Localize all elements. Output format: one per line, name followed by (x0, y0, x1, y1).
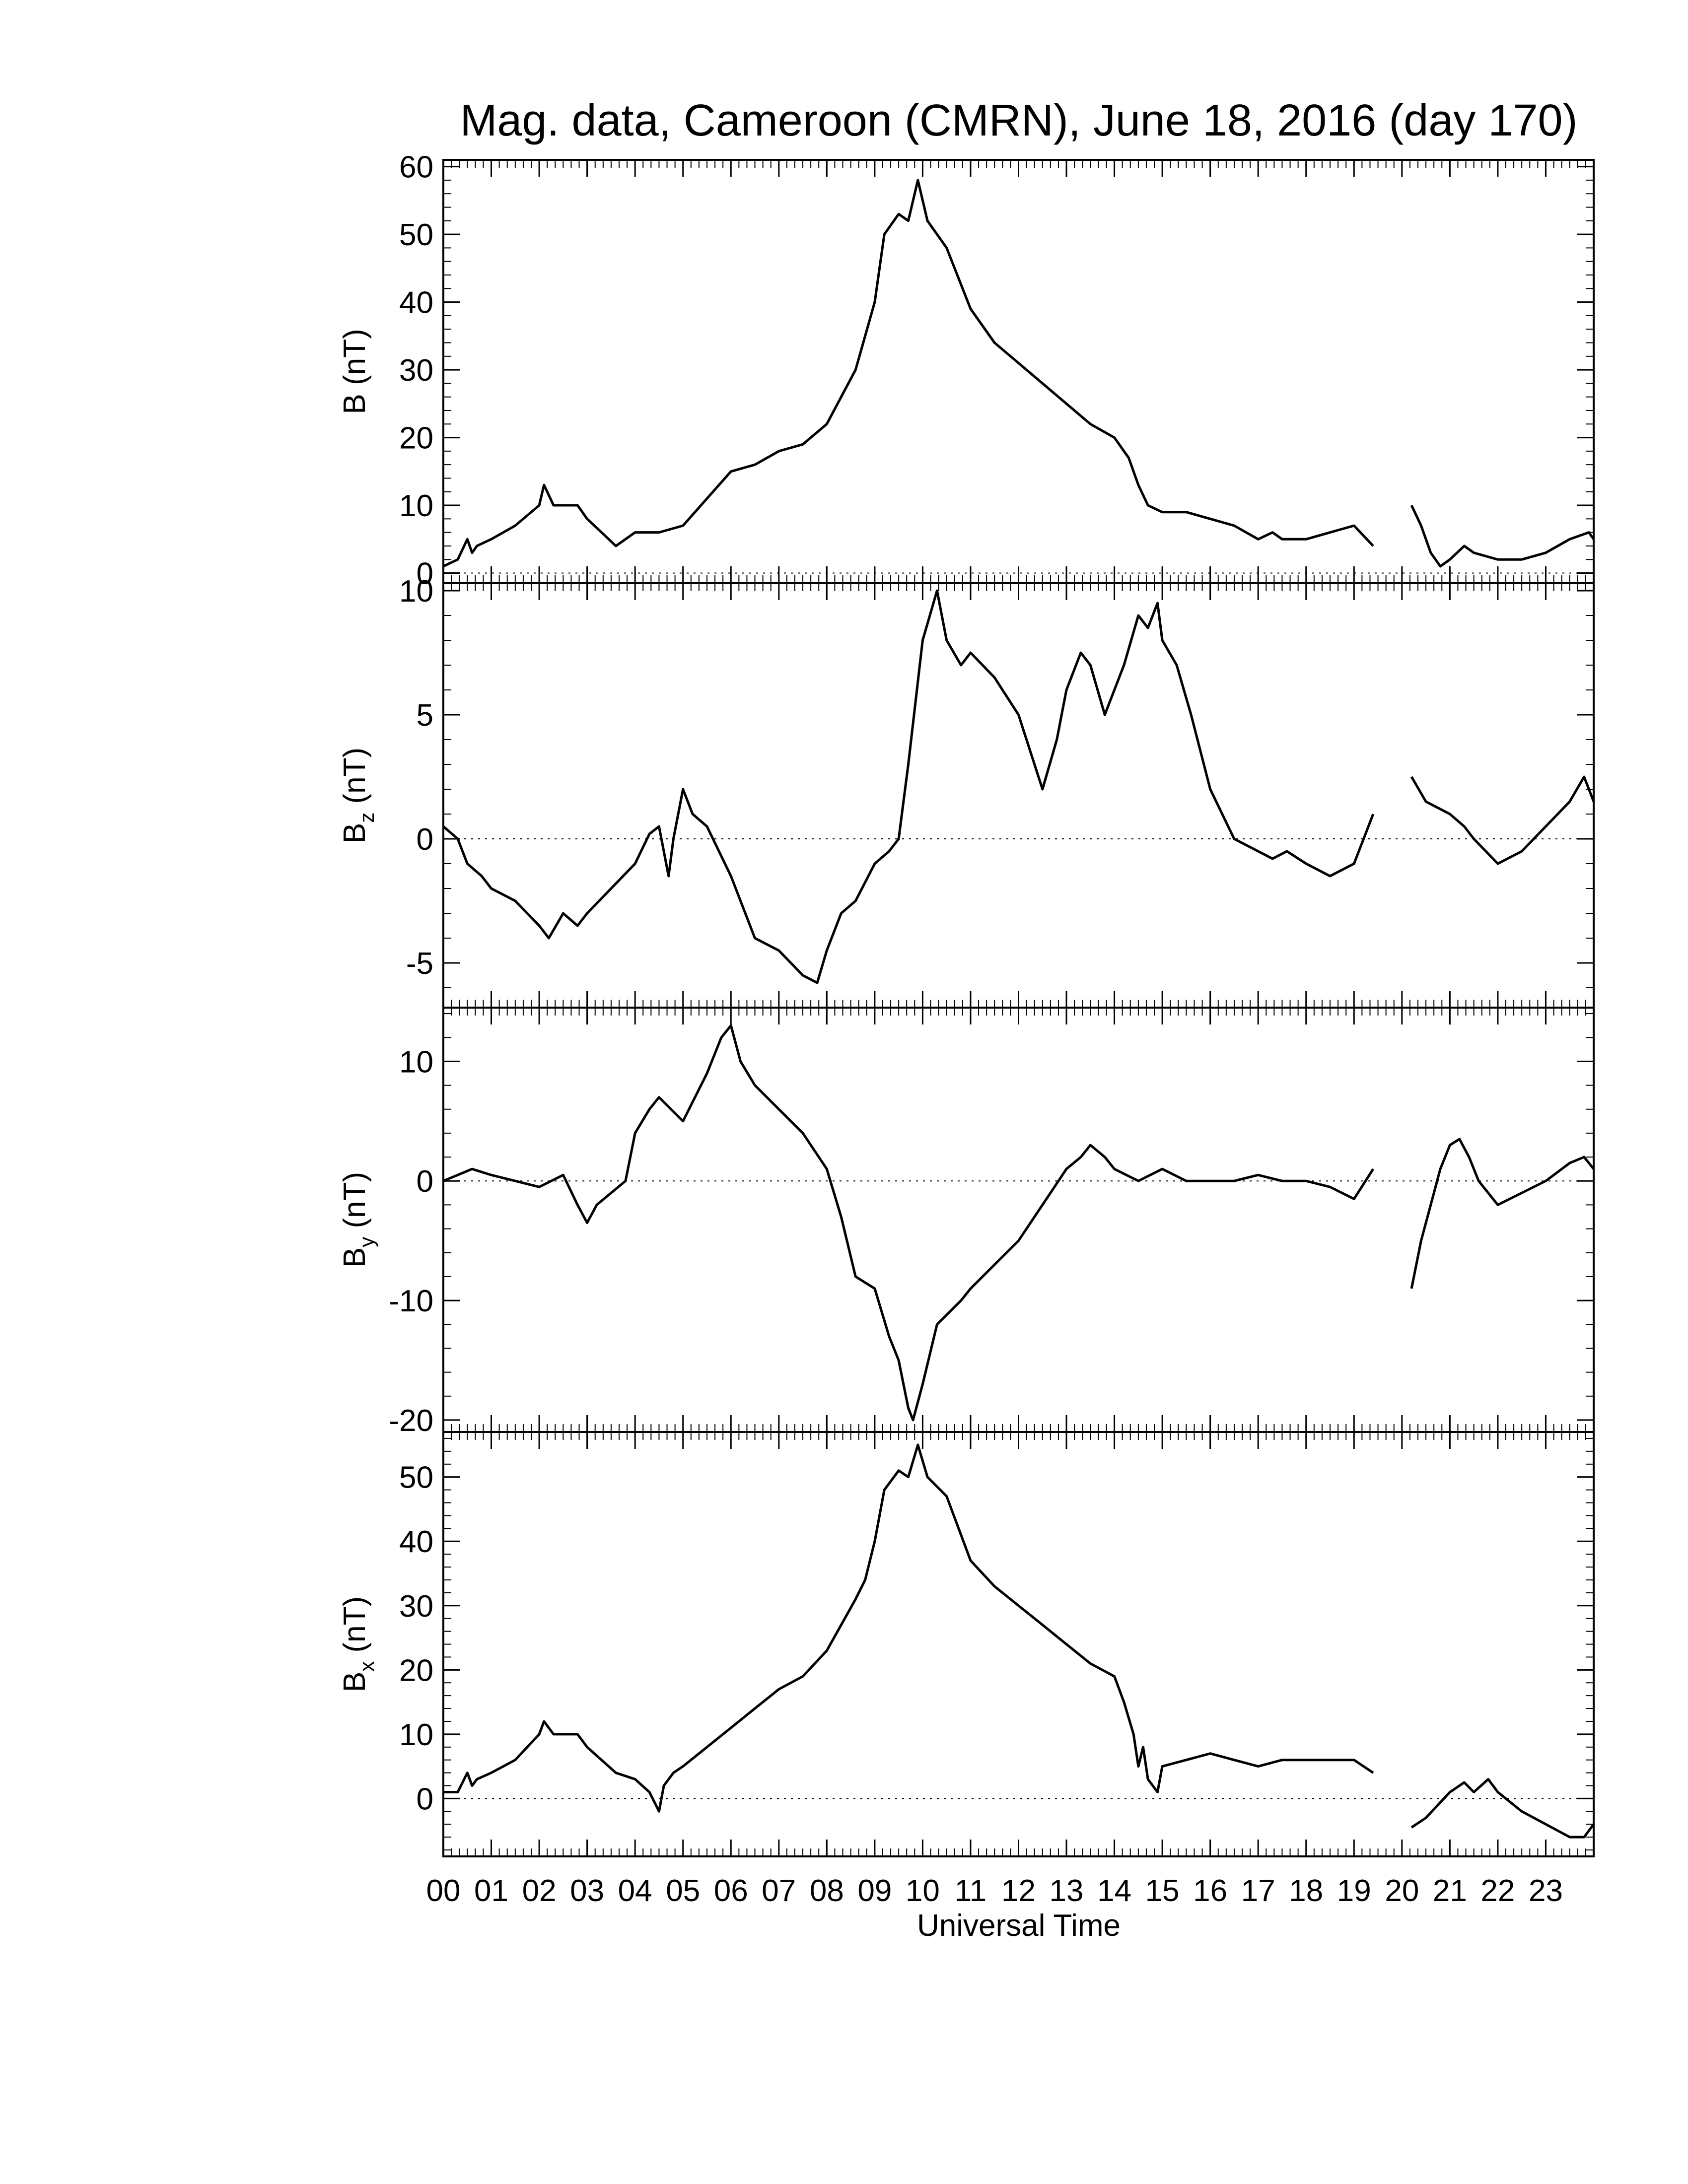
x-tick-label: 08 (810, 1874, 844, 1908)
x-tick-label: 01 (474, 1874, 508, 1908)
x-tick-label: 15 (1145, 1874, 1180, 1908)
y-axis-label-main: B (338, 823, 372, 843)
x-tick-label: 05 (666, 1874, 700, 1908)
y-tick-label-bx: 50 (399, 1461, 433, 1495)
x-tick-label: 04 (618, 1874, 652, 1908)
y-tick-label-by: 10 (399, 1045, 433, 1079)
y-tick-label-bz: -5 (406, 947, 433, 981)
chart-title: Mag. data, Cameroon (CMRN), June 18, 201… (460, 96, 1577, 145)
x-tick-label: 00 (426, 1874, 461, 1908)
panel-b: 0 10 20 30 40 50 60 B (nT) (338, 150, 1595, 591)
x-tick-label: 18 (1289, 1874, 1323, 1908)
y-axis-label-by: By (nT) (338, 1172, 378, 1268)
y-axis-label-main: B (338, 1672, 372, 1692)
x-tick-label: 21 (1433, 1874, 1467, 1908)
x-tick-label: 09 (857, 1874, 892, 1908)
y-tick-label-b: 60 (399, 150, 433, 185)
series-bz-segment-1 (442, 589, 1375, 984)
y-axis-label-bx: Bx (nT) (338, 1596, 378, 1692)
y-tick-label-b: 20 (399, 421, 433, 456)
x-tick-label: 22 (1480, 1874, 1515, 1908)
y-tick-label-by: 0 (417, 1164, 433, 1199)
y-tick-label-bz: 5 (417, 698, 433, 733)
y-tick-label-bx: 30 (399, 1589, 433, 1624)
x-tick-labels: 00 01 02 03 04 05 06 07 08 09 10 11 12 13 14 15 16 17 18 19… (426, 1874, 1563, 1908)
x-tick-label: 13 (1050, 1874, 1084, 1908)
frame-b (442, 159, 1595, 584)
x-tick-label: 12 (1001, 1874, 1036, 1908)
series-bx-segment-2 (1410, 1778, 1595, 1839)
y-axis-label-bz: Bz (nT) (338, 748, 378, 843)
x-tick-label: 11 (955, 1874, 986, 1908)
x-tick-label: 14 (1097, 1874, 1131, 1908)
y-axis-label-unit: (nT) (338, 1596, 372, 1661)
frame-bx (442, 1431, 1595, 1857)
y-tick-label-bx: 0 (417, 1782, 433, 1816)
y-tick-label-by: -10 (389, 1284, 433, 1318)
x-tick-label: 20 (1385, 1874, 1419, 1908)
y-tick-label-b: 10 (399, 489, 433, 523)
y-tick-label-bz: 0 (417, 822, 433, 857)
x-tick-label: 10 (906, 1874, 940, 1908)
series-by-segment-2 (1410, 1138, 1595, 1289)
y-axis-label-subscript: y (355, 1237, 378, 1247)
x-tick-label: 02 (522, 1874, 557, 1908)
x-tick-label: 23 (1529, 1874, 1563, 1908)
x-tick-label: 07 (762, 1874, 796, 1908)
panel-by: -20 -10 0 10 By (nT) (338, 1007, 1595, 1438)
y-axis-label-unit: (nT) (338, 329, 372, 394)
y-axis-label-subscript: z (355, 813, 378, 823)
panel-bx: 0 10 20 30 40 50 Bx (nT) (338, 1431, 1595, 1857)
y-tick-label-bx: 20 (399, 1653, 433, 1688)
x-tick-label: 19 (1337, 1874, 1371, 1908)
y-axis-label-b: B (nT) (338, 329, 372, 414)
y-axis-label-unit: (nT) (338, 748, 372, 813)
y-tick-label-b: 50 (399, 218, 433, 252)
y-axis-label-unit: (nT) (338, 1172, 372, 1237)
y-tick-label-by: -20 (389, 1404, 433, 1438)
x-tick-label: 06 (714, 1874, 748, 1908)
series-bz-segment-2 (1410, 775, 1595, 865)
y-axis-label-subscript: x (355, 1661, 378, 1672)
x-tick-label: 16 (1193, 1874, 1227, 1908)
y-tick-label-bz: 10 (399, 574, 433, 609)
y-tick-label-bx: 40 (399, 1525, 433, 1559)
frame-by (442, 1007, 1595, 1433)
series-b-segment-1 (442, 179, 1374, 568)
x-axis-label: Universal Time (917, 1909, 1121, 1943)
y-tick-label-b: 0 (417, 557, 433, 591)
x-tick-label: 03 (570, 1874, 604, 1908)
y-axis-label-main: B (338, 394, 372, 414)
series-by-segment-1 (443, 1024, 1375, 1422)
series-b-segment-2 (1410, 504, 1595, 568)
y-tick-label-b: 30 (399, 353, 433, 388)
y-axis-label-main: B (338, 1247, 372, 1268)
x-tick-label: 17 (1241, 1874, 1275, 1908)
y-tick-label-b: 40 (399, 286, 433, 320)
panel-bz: -5 0 5 10 Bz (nT) (338, 574, 1595, 1009)
y-tick-label-bx: 10 (399, 1718, 433, 1752)
series-bx-segment-1 (443, 1443, 1374, 1813)
